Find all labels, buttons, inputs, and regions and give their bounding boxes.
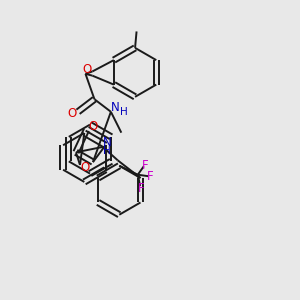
Text: F: F — [137, 182, 144, 195]
Text: H: H — [103, 146, 111, 156]
Text: O: O — [68, 107, 77, 120]
Text: O: O — [81, 161, 90, 174]
Text: O: O — [88, 120, 98, 134]
Text: O: O — [83, 64, 92, 76]
Text: H: H — [119, 107, 127, 117]
Text: N: N — [103, 136, 112, 149]
Text: F: F — [142, 159, 148, 172]
Text: N: N — [111, 101, 120, 114]
Text: F: F — [147, 170, 154, 183]
